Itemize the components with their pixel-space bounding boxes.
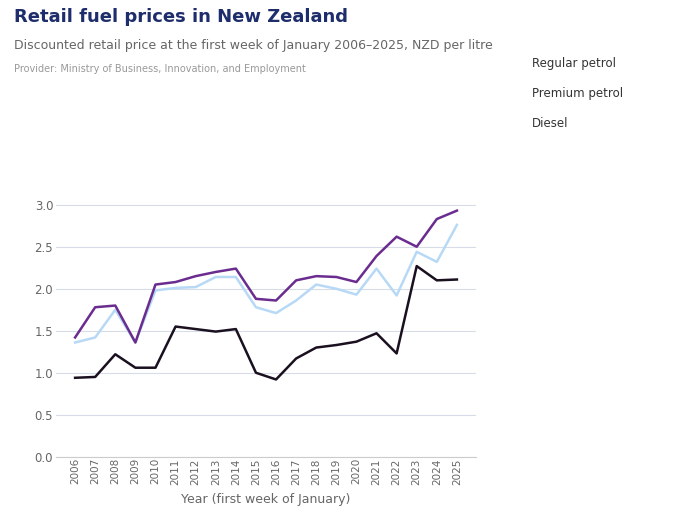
Text: Discounted retail price at the first week of January 2006–2025, NZD per litre: Discounted retail price at the first wee… xyxy=(14,39,493,52)
Text: Provider: Ministry of Business, Innovation, and Employment: Provider: Ministry of Business, Innovati… xyxy=(14,64,306,74)
Text: Regular petrol: Regular petrol xyxy=(532,57,616,69)
Text: Premium petrol: Premium petrol xyxy=(532,87,623,100)
Text: Diesel: Diesel xyxy=(532,118,568,130)
X-axis label: Year (first week of January): Year (first week of January) xyxy=(181,493,351,506)
Text: figure.nz: figure.nz xyxy=(573,22,657,39)
Text: Retail fuel prices in New Zealand: Retail fuel prices in New Zealand xyxy=(14,8,348,26)
